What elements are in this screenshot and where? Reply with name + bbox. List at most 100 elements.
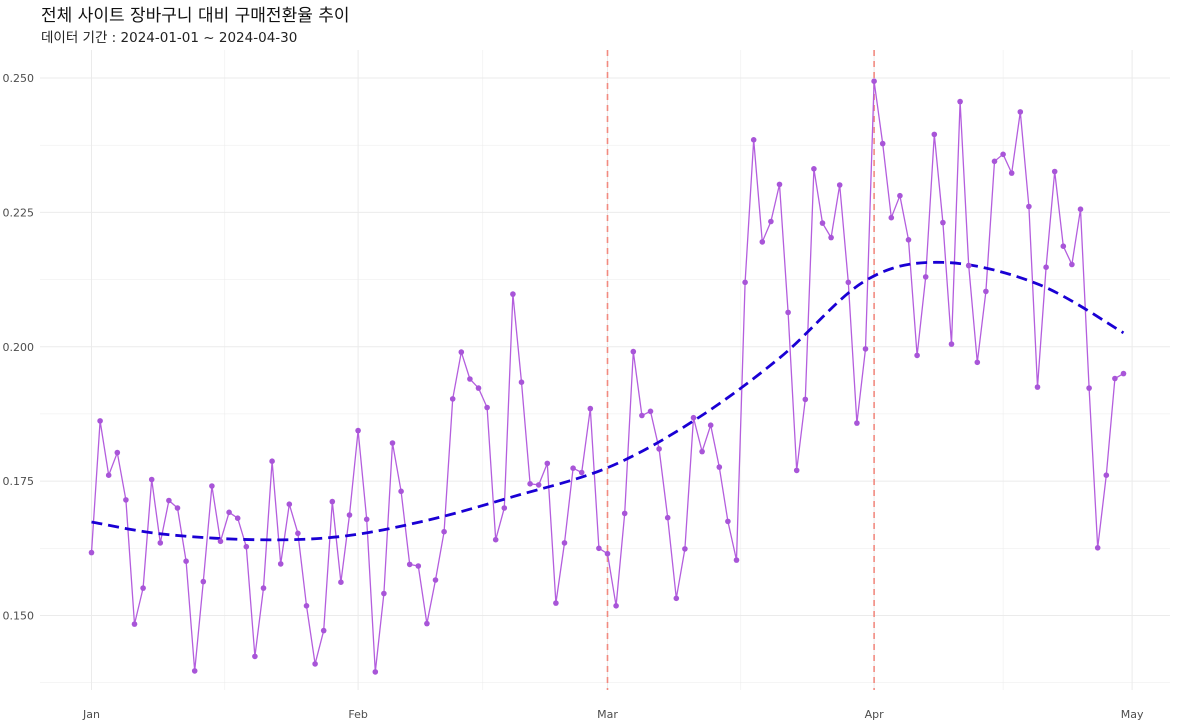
data-point <box>406 561 413 568</box>
data-point <box>1034 384 1041 390</box>
data-point <box>510 291 516 297</box>
data-point <box>303 603 310 609</box>
data-point <box>750 137 757 143</box>
data-point <box>252 653 258 660</box>
data-point <box>1077 206 1084 212</box>
data-point <box>492 536 499 543</box>
data-point <box>501 505 508 511</box>
data-point <box>742 279 748 286</box>
data-point <box>88 549 95 556</box>
data-point <box>664 514 671 521</box>
data-point <box>965 262 972 269</box>
data-point <box>105 472 112 479</box>
y-tick-label: 0.200 <box>3 341 35 354</box>
data-point <box>527 481 533 487</box>
data-point <box>828 234 834 241</box>
data-point <box>1060 243 1067 249</box>
data-point <box>879 140 886 147</box>
axis-labels: 0.150 0.175 0.200 0.225 0.250 Jan Feb Mar Apr May <box>3 72 1144 721</box>
data-point <box>191 668 198 674</box>
data-point <box>140 585 146 591</box>
data-point <box>776 181 783 188</box>
data-point <box>862 346 869 352</box>
data-point <box>587 405 594 412</box>
data-point <box>613 603 619 609</box>
data-point <box>286 501 293 508</box>
data-point <box>1000 151 1006 158</box>
data-point <box>157 540 164 546</box>
data-point <box>200 578 207 585</box>
chart-title: 전체 사이트 장바구니 대비 구매전환율 추이 <box>41 6 350 26</box>
y-tick-label: 0.250 <box>3 72 35 85</box>
data-point <box>217 538 224 545</box>
data-point <box>940 219 946 226</box>
data-point <box>484 404 490 411</box>
data-point <box>854 420 860 426</box>
data-point <box>914 352 920 359</box>
data-point <box>415 563 422 569</box>
data-point <box>1120 370 1127 377</box>
data-point <box>1051 168 1058 175</box>
data-point <box>553 600 559 606</box>
data-point <box>931 131 938 138</box>
data-point <box>630 348 637 355</box>
data-point <box>389 440 396 446</box>
data-point <box>269 458 275 465</box>
data-point <box>1112 375 1118 382</box>
data-point <box>802 396 809 403</box>
data-point <box>226 509 232 516</box>
data-point <box>123 497 129 503</box>
data-point <box>604 550 611 557</box>
data-point <box>888 214 895 221</box>
data-point <box>836 182 843 188</box>
data-point <box>449 396 456 402</box>
data-point <box>372 669 379 675</box>
x-tick-label: Mar <box>597 708 618 721</box>
data-point <box>1008 170 1015 176</box>
data-point <box>320 627 327 634</box>
data-point <box>905 237 912 243</box>
data-point <box>381 590 387 597</box>
data-point <box>441 528 447 535</box>
data-point <box>277 561 284 567</box>
data-point <box>759 239 766 245</box>
data-point <box>725 518 731 525</box>
data-point <box>174 505 181 511</box>
data-point <box>733 557 740 563</box>
data-point <box>260 585 267 591</box>
data-point <box>114 449 121 456</box>
grid-layer <box>40 50 1170 690</box>
data-point <box>312 661 318 667</box>
y-tick-label: 0.175 <box>3 475 35 488</box>
data-point <box>768 218 774 225</box>
data-point <box>166 497 172 504</box>
data-point <box>621 510 628 517</box>
data-point <box>295 530 301 537</box>
data-point <box>544 460 551 467</box>
data-point <box>346 512 353 518</box>
y-tick-label: 0.225 <box>3 206 35 219</box>
data-point <box>398 488 404 495</box>
data-point <box>209 483 215 489</box>
data-point <box>707 422 714 429</box>
data-point <box>424 620 430 627</box>
data-point <box>811 166 817 172</box>
data-point <box>518 379 525 386</box>
data-point <box>785 309 791 316</box>
data-point <box>596 545 602 552</box>
data-point <box>656 446 662 452</box>
x-tick-label: Jan <box>82 708 100 721</box>
data-point <box>183 558 189 564</box>
data-point <box>682 546 688 552</box>
data-point <box>467 376 473 382</box>
data-point <box>131 621 138 627</box>
data-point <box>1086 385 1092 391</box>
data-point <box>690 414 697 421</box>
data-point <box>329 498 336 505</box>
point-layer <box>88 78 1127 675</box>
data-point <box>338 579 344 585</box>
data-point <box>897 192 903 199</box>
x-tick-label: May <box>1121 708 1144 721</box>
data-point <box>570 465 576 472</box>
x-tick-label: Feb <box>348 708 367 721</box>
